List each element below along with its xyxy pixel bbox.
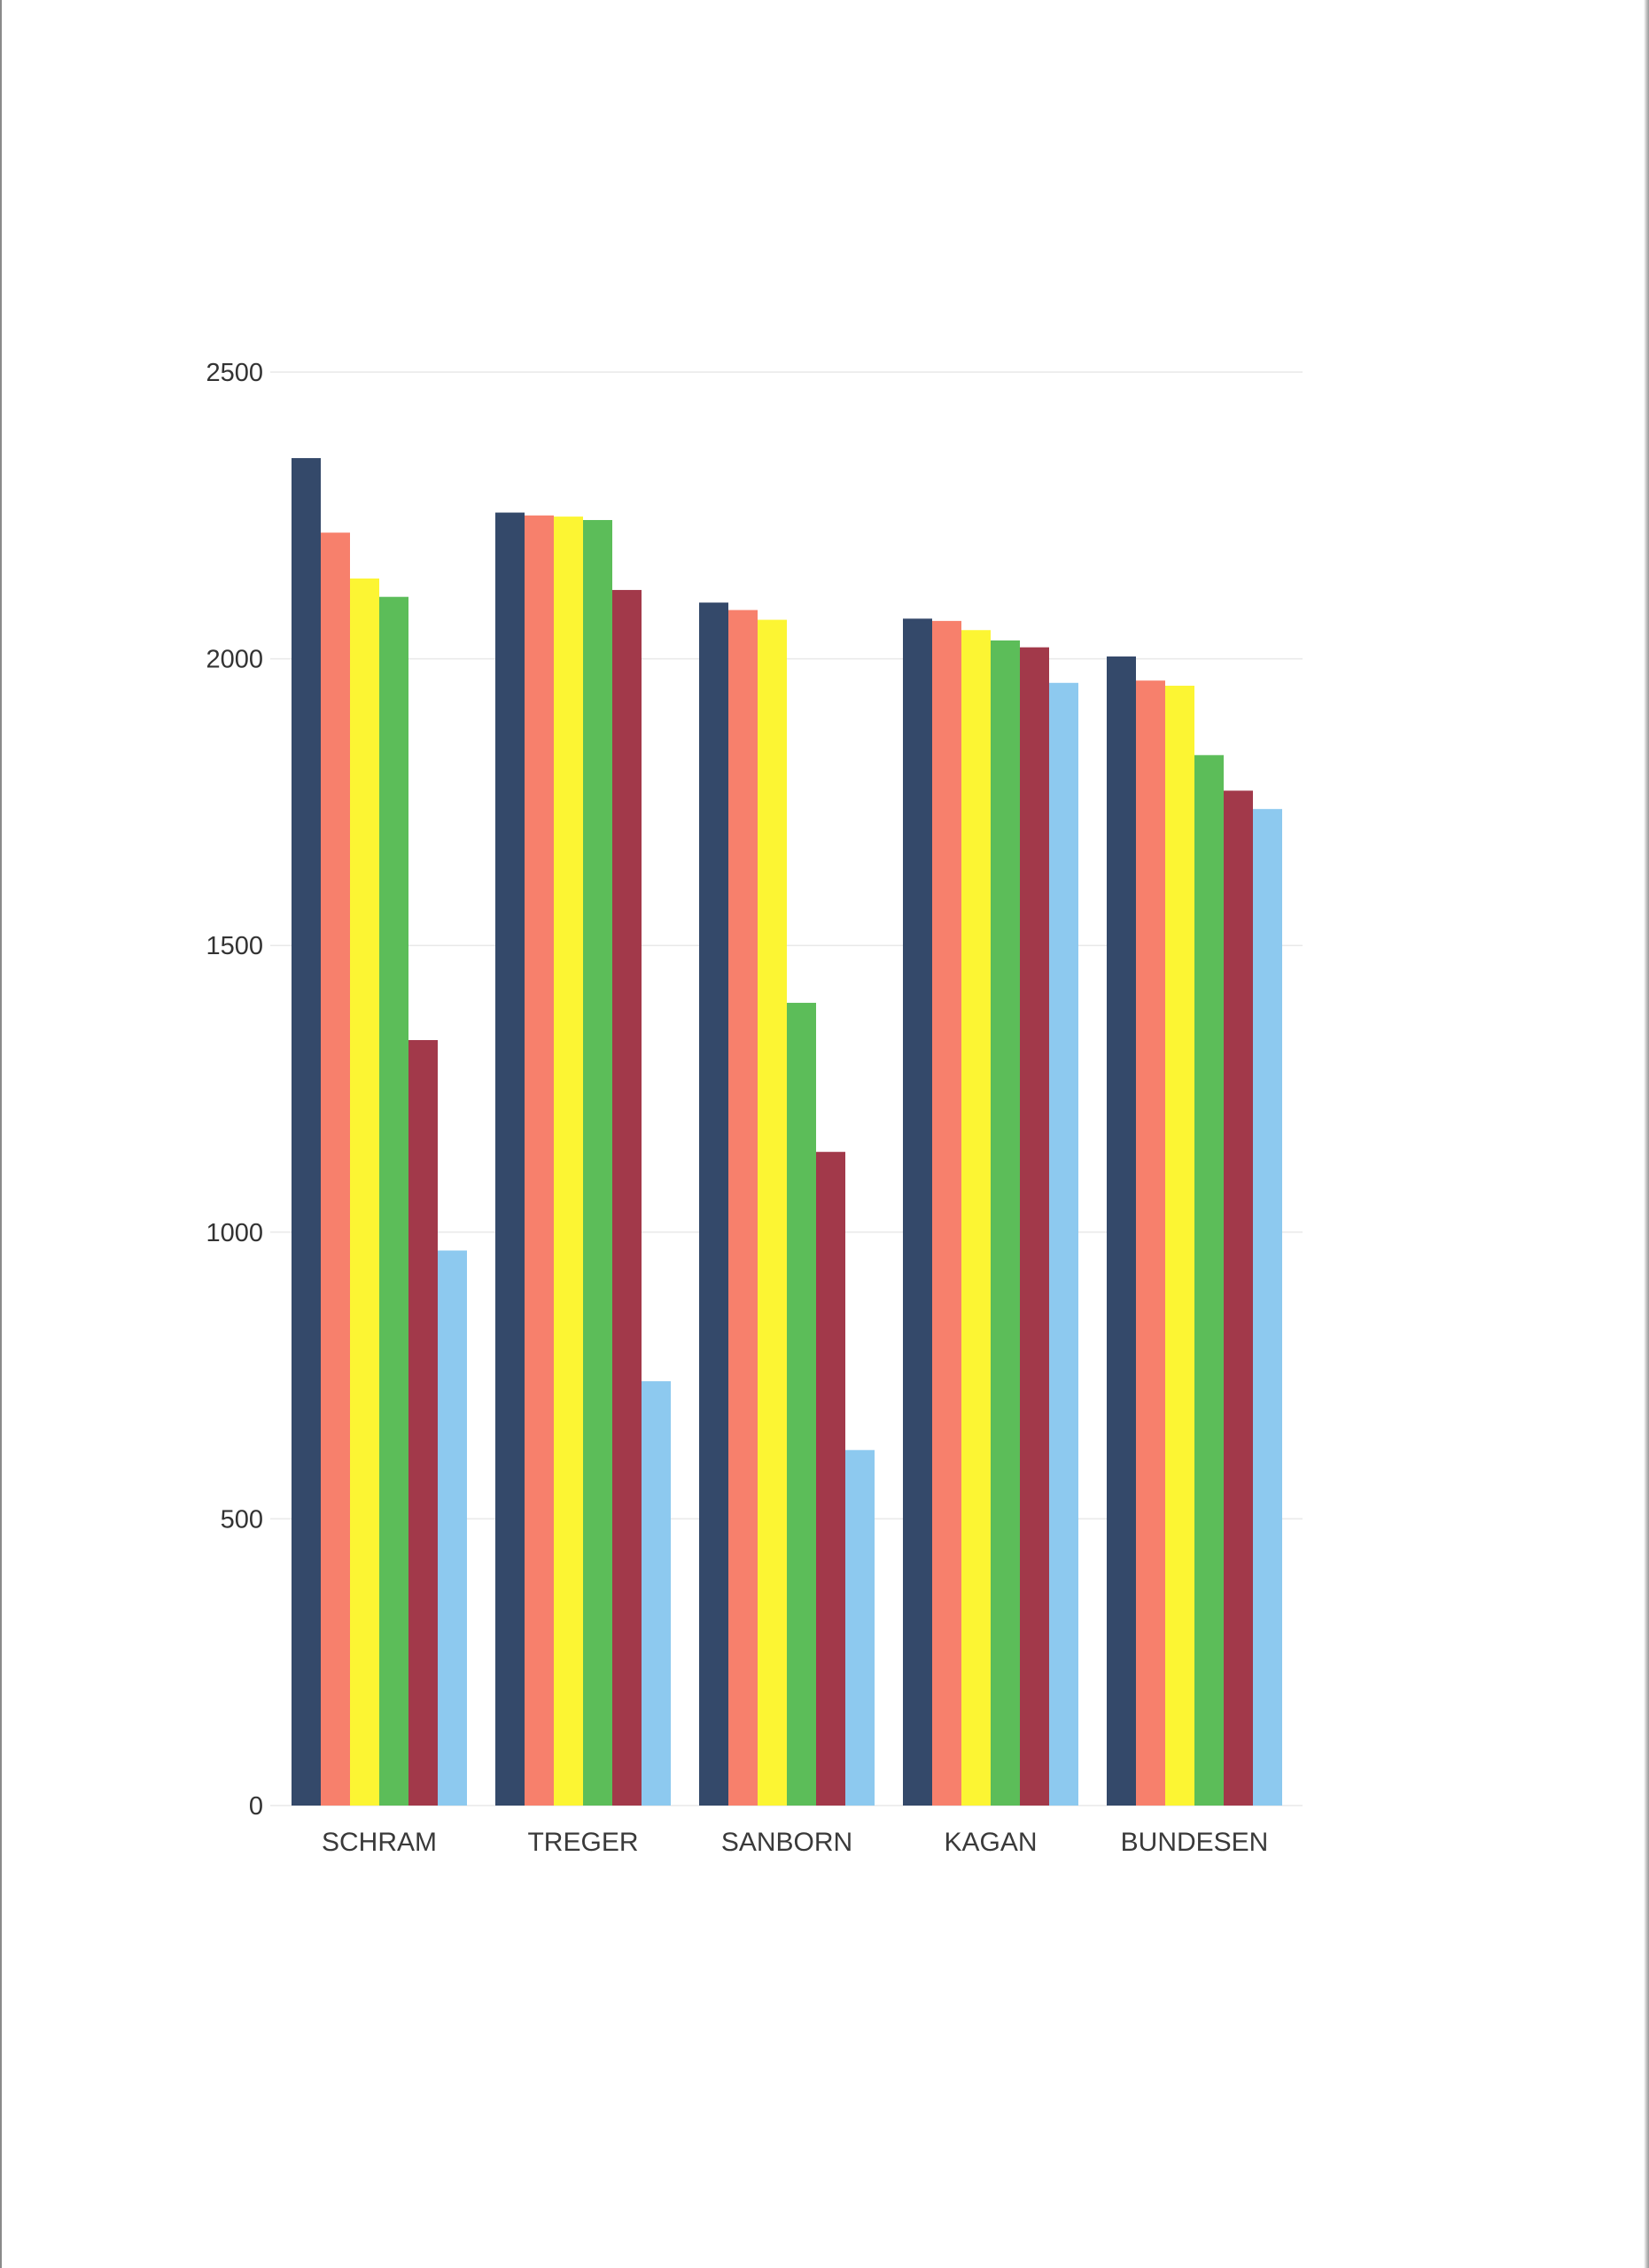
- scan-edge-left: [0, 0, 2, 2268]
- bars: [292, 458, 1282, 1806]
- bar-kagan-series-6: [1049, 682, 1078, 1806]
- bar-sanborn-series-3: [758, 619, 787, 1806]
- bar-bundesen-series-6: [1253, 809, 1282, 1806]
- bar-kagan-series-4: [991, 640, 1020, 1806]
- bar-sanborn-series-4: [787, 1002, 816, 1806]
- bar-sanborn-series-6: [845, 1449, 875, 1806]
- bar-sanborn-series-1: [699, 602, 728, 1806]
- bar-schram-series-3: [350, 578, 379, 1806]
- bar-schram-series-2: [321, 532, 350, 1806]
- bar-bundesen-series-4: [1194, 755, 1224, 1806]
- y-tick-label: 2000: [206, 646, 263, 674]
- y-axis-tick-labels: 0 500 1000 1500 2000 2500: [206, 359, 263, 1821]
- bar-bundesen-series-5: [1224, 790, 1253, 1806]
- bar-schram-series-5: [408, 1039, 438, 1806]
- bar-treger-series-4: [583, 519, 612, 1806]
- x-category-label: TREGER: [527, 1828, 638, 1857]
- x-category-label: SANBORN: [721, 1828, 852, 1857]
- bar-kagan-series-1: [903, 618, 932, 1806]
- bar-treger-series-1: [495, 512, 525, 1806]
- bar-schram-series-1: [292, 458, 321, 1806]
- bar-sanborn-series-2: [728, 610, 758, 1806]
- bar-treger-series-5: [612, 589, 642, 1806]
- scan-edge-right: [1644, 0, 1649, 2268]
- bar-bundesen-series-2: [1136, 680, 1165, 1806]
- x-category-label: SCHRAM: [322, 1828, 437, 1857]
- y-tick-label: 500: [221, 1505, 263, 1534]
- y-tick-label: 1000: [206, 1219, 263, 1247]
- bar-schram-series-6: [438, 1250, 467, 1806]
- y-tick-label: 0: [249, 1792, 263, 1821]
- bar-bundesen-series-3: [1165, 686, 1194, 1806]
- x-category-label: KAGAN: [944, 1828, 1037, 1857]
- bar-treger-series-3: [554, 517, 583, 1806]
- bar-kagan-series-5: [1020, 647, 1049, 1806]
- x-category-label: BUNDESEN: [1121, 1828, 1269, 1857]
- x-axis-category-labels: SCHRAM TREGER SANBORN KAGAN BUNDESEN: [322, 1828, 1268, 1857]
- bar-sanborn-series-5: [816, 1152, 845, 1806]
- y-tick-label: 2500: [206, 359, 263, 387]
- bar-treger-series-6: [642, 1381, 671, 1806]
- bar-bundesen-series-1: [1107, 656, 1136, 1806]
- bar-schram-series-4: [379, 596, 408, 1806]
- y-tick-label: 1500: [206, 932, 263, 960]
- bar-kagan-series-2: [932, 620, 961, 1806]
- bar-treger-series-2: [525, 515, 554, 1806]
- bar-kagan-series-3: [961, 630, 991, 1806]
